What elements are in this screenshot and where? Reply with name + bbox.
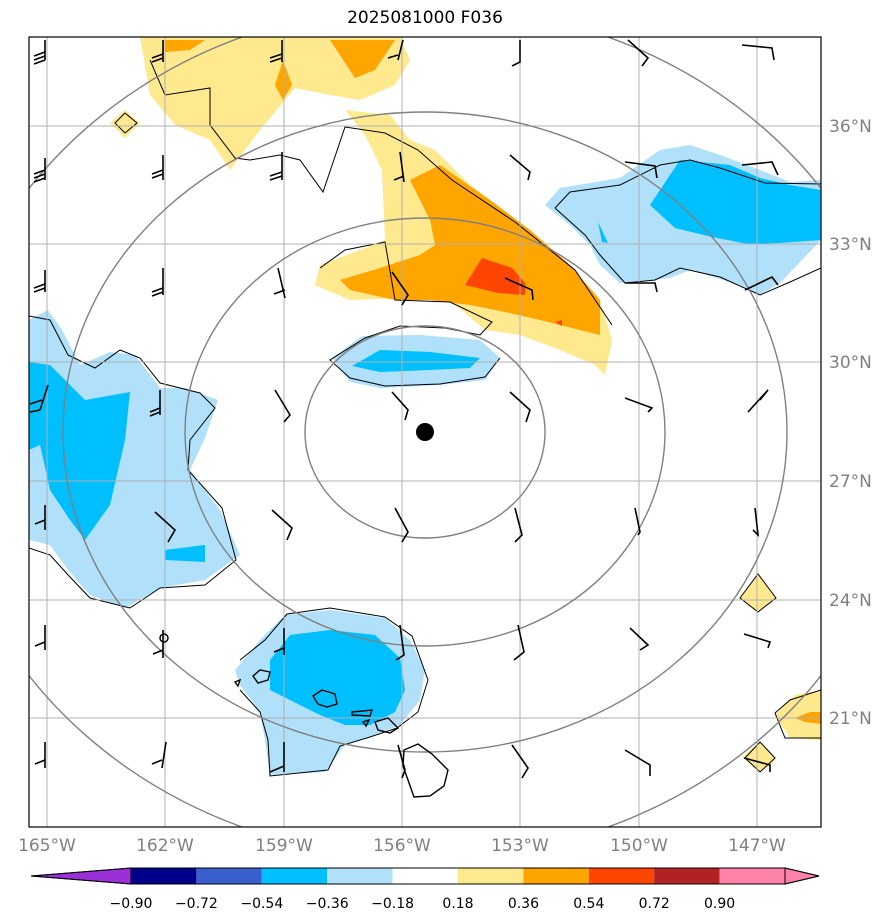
colorbar-label: −0.54	[240, 896, 283, 912]
colorbar-segment	[719, 868, 785, 884]
colorbar-label: −0.90	[110, 896, 153, 912]
storm-center-marker	[416, 423, 434, 441]
colorbar-label: 0.90	[704, 896, 735, 912]
colorbar-extend-low	[30, 867, 132, 885]
colorbar-extend-high	[784, 867, 820, 885]
colorbar-label: 0.36	[508, 896, 539, 912]
lon-label-162w: 162°W	[136, 836, 194, 856]
colorbar-label: 0.54	[573, 896, 604, 912]
colorbar-segment	[131, 868, 197, 884]
colorbar-segment	[654, 868, 720, 884]
colorbar-segment	[523, 868, 589, 884]
lat-label-24n: 24°N	[829, 591, 872, 611]
lat-label-30n: 30°N	[829, 353, 872, 373]
colorbar-label: −0.36	[306, 896, 349, 912]
latitude-labels: 36°N 33°N 30°N 27°N 24°N 21°N	[829, 117, 872, 729]
colorbar-segment	[327, 868, 393, 884]
lon-label-156w: 156°W	[373, 836, 431, 856]
lat-label-27n: 27°N	[829, 472, 872, 492]
colorbar	[30, 867, 820, 885]
lon-label-153w: 153°W	[491, 836, 549, 856]
colorbar-segment	[392, 868, 458, 884]
map-title: 2025081000 F036	[347, 8, 503, 28]
colorbar-label: −0.72	[175, 896, 218, 912]
lat-label-33n: 33°N	[829, 235, 872, 255]
lat-label-21n: 21°N	[829, 709, 872, 729]
lon-label-159w: 159°W	[255, 836, 313, 856]
colorbar-labels: −0.90 −0.72 −0.54 −0.36 −0.18 0.18 0.36 …	[110, 896, 736, 912]
colorbar-label: 0.72	[639, 896, 670, 912]
plot-frame	[28, 36, 822, 828]
colorbar-label: −0.18	[371, 896, 414, 912]
positive-high-fill	[465, 258, 562, 326]
colorbar-segment	[261, 868, 328, 884]
lon-label-165w: 165°W	[18, 836, 76, 856]
range-rings	[29, 37, 821, 827]
colorbar-label: 0.18	[442, 896, 473, 912]
colorbar-segment	[588, 868, 655, 884]
hawaii-coastlines	[159, 633, 449, 798]
colorbar-segment	[458, 868, 524, 884]
negative-mid-fill	[29, 160, 821, 725]
wind-barbs	[29, 39, 779, 779]
plot-area	[29, 37, 821, 827]
lon-label-150w: 150°W	[610, 836, 668, 856]
lon-label-147w: 147°W	[728, 836, 786, 856]
lat-label-36n: 36°N	[829, 117, 872, 137]
colorbar-segment	[196, 868, 262, 884]
longitude-labels: 165°W 162°W 159°W 156°W 153°W 150°W 147°…	[18, 836, 786, 856]
positive-mid-fill	[165, 40, 821, 724]
